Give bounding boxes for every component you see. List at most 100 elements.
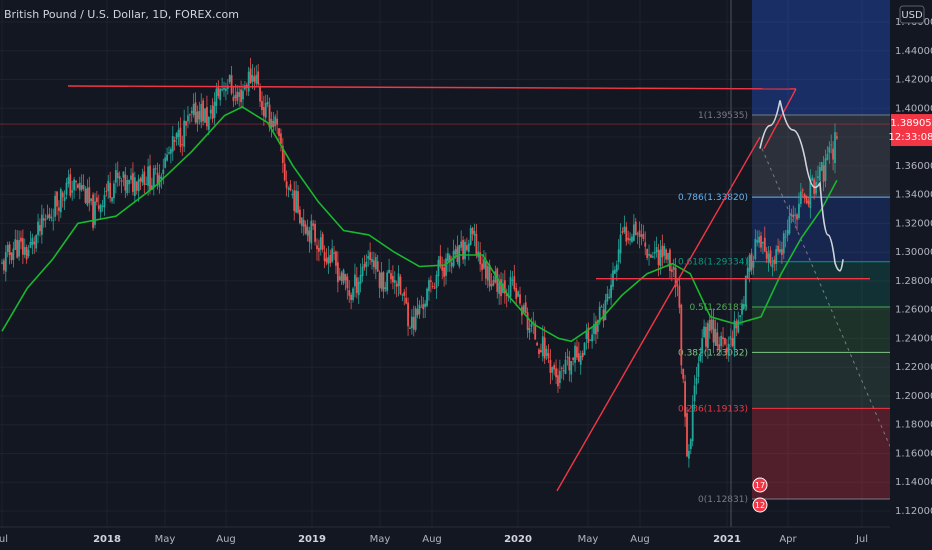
candle-body — [585, 331, 588, 340]
candle-body — [703, 326, 705, 338]
candle-body — [693, 385, 696, 402]
price-tick-label: 1.26000 — [895, 305, 932, 316]
candle-body — [426, 288, 428, 307]
time-axis-bg[interactable] — [0, 527, 932, 550]
price-axis[interactable]: 1.12000 1.14000 1.16000 1.18000 1.20000 1.220… — [890, 0, 932, 550]
price-axis-bg[interactable] — [890, 0, 932, 550]
candle-body — [653, 251, 656, 254]
candle-body — [82, 184, 85, 189]
candle-body — [240, 89, 242, 103]
candle-body — [73, 179, 76, 191]
candle-body — [687, 450, 690, 459]
candle-body — [412, 317, 415, 330]
candle-body — [249, 68, 252, 84]
dashed-trend-projection[interactable] — [761, 148, 891, 447]
candle-body — [678, 285, 681, 308]
candle-body — [217, 87, 220, 97]
candle-body — [304, 224, 307, 234]
candle-body — [281, 145, 284, 163]
candle-body — [323, 251, 326, 262]
candle-body — [817, 176, 819, 178]
candle-body — [608, 296, 611, 298]
candle-body — [680, 304, 683, 366]
fib-retracement[interactable]: 0(1.12831) 0.236(1.19133) 0.382(1.23032) 0.… — [678, 111, 890, 505]
candle-body — [251, 74, 254, 82]
candle-body — [799, 191, 802, 204]
candle-body — [262, 107, 265, 117]
candle-body — [663, 245, 666, 256]
candle-body — [92, 194, 94, 228]
event-marker-icon[interactable] — [752, 497, 768, 513]
drawings[interactable] — [0, 0, 891, 527]
candle-body — [10, 252, 13, 261]
candle-body — [116, 172, 119, 178]
candle-body — [188, 114, 191, 116]
candle-body — [428, 280, 430, 292]
candle-body — [447, 253, 449, 262]
candle-body — [596, 320, 599, 332]
time-axis[interactable]: Jul 2018 May Aug 2019 May Aug 2020 May Aug 2021 Apr… — [0, 526, 932, 550]
candle-body — [539, 349, 542, 353]
candle-body — [805, 195, 808, 203]
fib-level-label: 0.236(1.19133) — [678, 404, 748, 414]
candle-body — [363, 263, 366, 268]
currency-label: USD — [901, 10, 923, 21]
event-badges[interactable]: 17 12 — [752, 477, 768, 513]
candle-body — [213, 101, 216, 118]
candle-body — [20, 237, 22, 242]
candle-body — [646, 249, 649, 258]
candle-body — [295, 190, 298, 213]
triangle-edge[interactable] — [763, 88, 797, 149]
candle-body — [280, 133, 282, 144]
candle-body — [724, 337, 726, 345]
fib-level-label: 0(1.12831) — [698, 495, 748, 505]
candle-body — [40, 214, 43, 235]
candle-body — [650, 254, 652, 258]
candle-body — [509, 276, 512, 297]
candle-body — [515, 288, 518, 299]
resistance-line[interactable] — [67, 85, 791, 90]
candle-body — [152, 168, 155, 187]
candle-body — [467, 243, 470, 252]
candle-body — [640, 234, 643, 237]
candle-body — [204, 108, 206, 123]
candle-body — [109, 183, 112, 198]
candle-body — [617, 249, 620, 262]
candle-body — [397, 273, 400, 286]
candle-body — [572, 357, 575, 360]
event-marker-icon[interactable] — [752, 477, 768, 493]
candle-body — [788, 216, 791, 234]
candle-body — [384, 287, 387, 290]
rising-trendline[interactable] — [556, 136, 761, 492]
candle-body — [705, 327, 707, 347]
price-tick-label: 1.20000 — [895, 391, 932, 402]
candle-body — [325, 258, 328, 263]
candle-body — [270, 119, 273, 128]
last-price-badge: 1.38905 12:33:08 — [889, 114, 932, 147]
candle-body — [1, 262, 3, 264]
event-count: 12 — [755, 501, 765, 510]
candle-body — [496, 268, 499, 292]
candle-body — [200, 104, 203, 123]
price-tick-label: 1.36000 — [895, 161, 932, 172]
position-zones — [752, 0, 890, 500]
candle-body — [794, 214, 797, 216]
candle-body — [285, 181, 288, 188]
candle-body — [551, 367, 554, 373]
projected-price-path[interactable] — [759, 100, 844, 272]
candle-body — [752, 260, 755, 268]
candle-body — [401, 294, 404, 296]
candle-body — [522, 305, 525, 313]
candle-body — [238, 92, 241, 97]
currency-button[interactable] — [899, 5, 925, 24]
candle-body — [615, 264, 618, 272]
candle-body — [276, 118, 279, 125]
candle-body — [194, 102, 197, 123]
candle-body — [230, 75, 233, 94]
chart-title: British Pound / U.S. Dollar, 1D, FOREX.c… — [4, 8, 239, 21]
candle-body — [327, 256, 330, 265]
candle-body — [181, 144, 184, 146]
candle-body — [58, 207, 60, 211]
candle-body — [371, 258, 373, 263]
